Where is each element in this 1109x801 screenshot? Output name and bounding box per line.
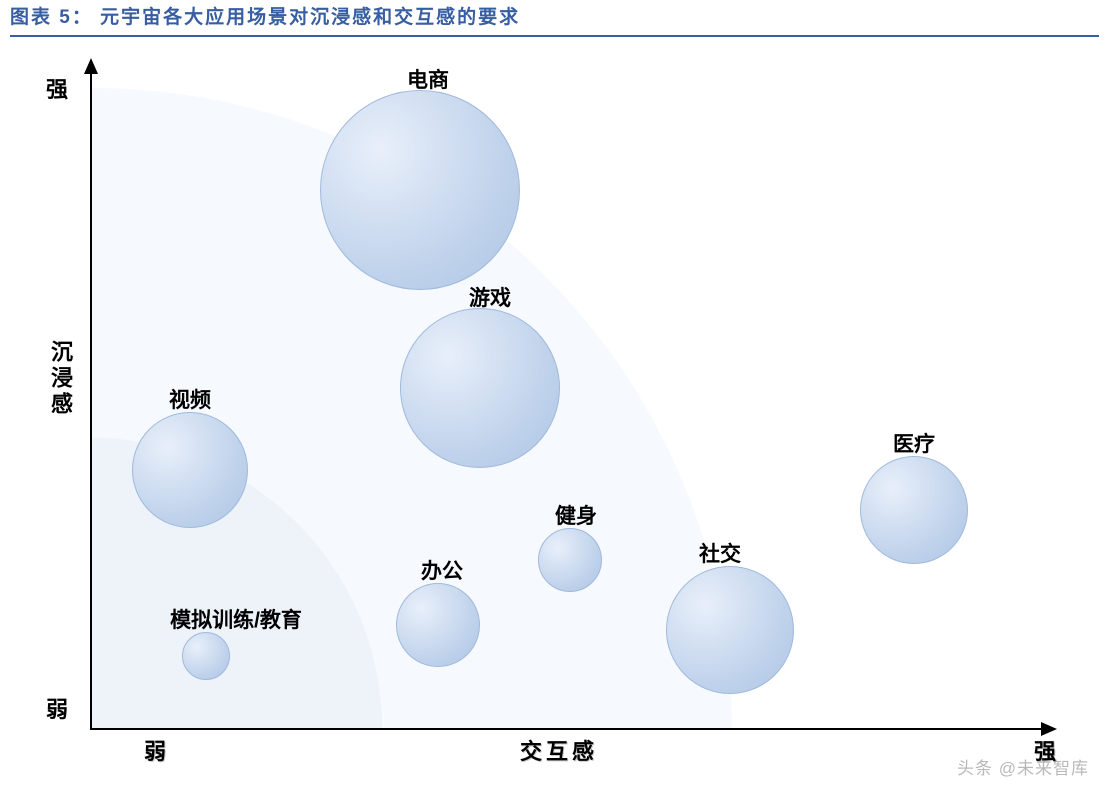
bubble-fitness xyxy=(538,528,602,592)
y-axis-line xyxy=(90,60,92,730)
bubble-label-healthcare: 医疗 xyxy=(893,428,935,458)
bubble-label-office: 办公 xyxy=(421,555,463,585)
bubble-label-ecommerce: 电商 xyxy=(407,64,449,94)
bubble-social xyxy=(666,566,794,694)
chart-plot-area: 强 沉浸感 弱 弱 交互感 强 电商游戏视频健身医疗社交办公模拟训练/教育 xyxy=(90,60,1060,740)
x-axis-label-weak: 弱 xyxy=(144,734,166,766)
bubble-training xyxy=(182,632,230,680)
y-axis-label-mid: 沉浸感 xyxy=(44,340,76,418)
x-axis-label-mid: 交互感 xyxy=(520,734,598,766)
bubble-label-gaming: 游戏 xyxy=(469,282,511,312)
bubble-label-social: 社交 xyxy=(699,538,741,568)
bubble-ecommerce xyxy=(320,90,520,290)
bubble-label-video: 视频 xyxy=(169,384,211,414)
bubble-gaming xyxy=(400,308,560,468)
x-axis-line xyxy=(90,728,1055,730)
bubble-label-fitness: 健身 xyxy=(555,500,597,530)
bubble-label-training: 模拟训练/教育 xyxy=(170,604,302,634)
y-axis-label-weak: 弱 xyxy=(46,692,68,724)
chart-title-bar: 图表 5： 元宇宙各大应用场景对沉浸感和交互感的要求 xyxy=(10,2,1099,37)
y-axis-label-strong: 强 xyxy=(46,72,68,104)
watermark-text: 头条 @未来智库 xyxy=(957,754,1089,779)
bubble-video xyxy=(132,412,248,528)
bubble-office xyxy=(396,583,480,667)
bubble-healthcare xyxy=(860,456,968,564)
chart-title: 图表 5： 元宇宙各大应用场景对沉浸感和交互感的要求 xyxy=(10,7,520,28)
